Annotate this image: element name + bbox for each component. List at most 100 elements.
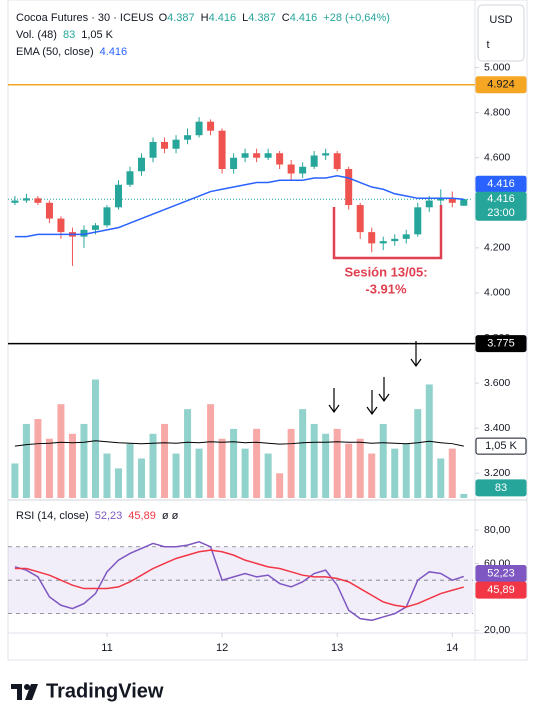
volume-bar bbox=[253, 428, 261, 498]
arrow bbox=[366, 390, 378, 416]
volume-bar bbox=[138, 458, 146, 498]
volume-bar bbox=[161, 423, 169, 498]
candle-body bbox=[391, 238, 399, 242]
volume-bar bbox=[299, 409, 307, 498]
legend-item: 4.416 bbox=[209, 12, 237, 24]
candle-body bbox=[414, 207, 422, 235]
volume-bar bbox=[437, 458, 445, 498]
volume-bar bbox=[391, 448, 399, 498]
candle-body bbox=[126, 171, 134, 185]
candle-body bbox=[195, 121, 203, 136]
volume-bar bbox=[264, 453, 272, 498]
volume-bar bbox=[126, 443, 134, 498]
candle-body bbox=[333, 153, 341, 170]
volume-bar bbox=[287, 428, 295, 498]
candle-body bbox=[114, 184, 122, 208]
legend-item: 4.416 bbox=[100, 46, 128, 58]
hline-badge: 3.775 bbox=[487, 338, 515, 350]
volume-bar bbox=[310, 423, 318, 498]
legend: EMA (50, close) 4.416 bbox=[16, 46, 127, 58]
arrow bbox=[328, 388, 340, 414]
collapse-icon[interactable]: t bbox=[486, 39, 489, 51]
candle-body bbox=[80, 229, 88, 237]
logo-mark bbox=[24, 684, 30, 690]
y-tick-label: 4.800 bbox=[484, 106, 510, 118]
candle-body bbox=[149, 141, 157, 158]
candle-body bbox=[356, 205, 364, 233]
rsi-badge-bg bbox=[475, 581, 527, 599]
x-tick-label: 14 bbox=[446, 642, 458, 654]
legend-item: RSI (14, close) bbox=[16, 510, 89, 522]
legend-item: C bbox=[282, 12, 290, 24]
legend-item: 1,05 K bbox=[81, 29, 113, 41]
volume-bar bbox=[414, 409, 422, 498]
volume-bar bbox=[276, 473, 284, 498]
arrow bbox=[378, 377, 390, 403]
ema-line bbox=[14, 175, 464, 238]
volume-bar bbox=[103, 453, 111, 498]
legend-item: Cocoa Futures · 30 · ICEUS bbox=[16, 12, 154, 24]
legend-item: 83 bbox=[63, 29, 75, 41]
volume-bar bbox=[184, 409, 192, 498]
candle-body bbox=[253, 153, 261, 158]
volume-bar bbox=[448, 448, 456, 498]
candle-body bbox=[448, 198, 456, 203]
arrow bbox=[410, 341, 422, 368]
volume-bar bbox=[57, 404, 65, 498]
candle-body bbox=[57, 218, 65, 233]
countdown: 23:00 bbox=[487, 207, 515, 219]
volume-bar bbox=[207, 404, 215, 498]
legend-item: 4.387 bbox=[248, 12, 276, 24]
candle-body bbox=[34, 198, 42, 203]
volume-bar bbox=[91, 379, 99, 498]
candle-body bbox=[172, 139, 180, 149]
volume-bar bbox=[45, 438, 53, 498]
y-tick-label: 20,00 bbox=[484, 624, 510, 636]
logo-mark bbox=[25, 684, 38, 700]
rsi-badge: 52,23 bbox=[487, 567, 515, 579]
hline-badge-bg bbox=[475, 76, 527, 94]
volume-bar bbox=[114, 468, 122, 498]
volume-bar bbox=[149, 433, 157, 498]
candle-body bbox=[345, 169, 353, 206]
y-tick-label: 3.600 bbox=[484, 377, 510, 389]
volume-bar bbox=[345, 443, 353, 498]
hline-badge: 4.924 bbox=[487, 79, 515, 91]
candle-body bbox=[241, 153, 249, 158]
arrows bbox=[328, 341, 422, 416]
candle-body bbox=[379, 241, 387, 244]
volume-bar bbox=[333, 428, 341, 498]
legend-item: ø ø bbox=[162, 510, 179, 522]
candle-body bbox=[460, 199, 468, 206]
candle-body bbox=[402, 234, 410, 239]
currency-box[interactable] bbox=[477, 4, 525, 62]
candle-body bbox=[299, 166, 307, 174]
candle-body bbox=[22, 198, 30, 201]
candle-body bbox=[368, 232, 376, 244]
volume-bar bbox=[11, 463, 19, 498]
plot-area: 5.0004.8004.6004.4004.2004.0003.8003.600… bbox=[8, 12, 527, 654]
legend-item: L bbox=[242, 12, 248, 24]
volume-bar bbox=[241, 448, 249, 498]
y-tick-label: 4.200 bbox=[484, 242, 510, 254]
volume-bar bbox=[230, 428, 238, 498]
brand: TradingView bbox=[46, 680, 164, 702]
logo-mark bbox=[11, 684, 22, 700]
candle-body bbox=[207, 121, 215, 131]
x-tick-label: 11 bbox=[101, 642, 112, 654]
frame bbox=[7, 0, 528, 661]
y-tick-label: 3.200 bbox=[484, 467, 510, 479]
last-price-badge-bg bbox=[475, 191, 527, 221]
y-tick-label: 5.000 bbox=[484, 61, 510, 73]
rsi-badge-bg bbox=[475, 564, 527, 582]
candle-body bbox=[218, 130, 226, 170]
volume-bar bbox=[172, 453, 180, 498]
legend-item: 4.387 bbox=[167, 12, 195, 24]
x-tick-label: 12 bbox=[216, 642, 228, 654]
candle-body bbox=[138, 157, 146, 172]
legend-item: H bbox=[201, 12, 209, 24]
legend-item: O bbox=[159, 12, 168, 24]
session-bracket bbox=[332, 205, 443, 260]
currency: USD bbox=[489, 14, 512, 26]
